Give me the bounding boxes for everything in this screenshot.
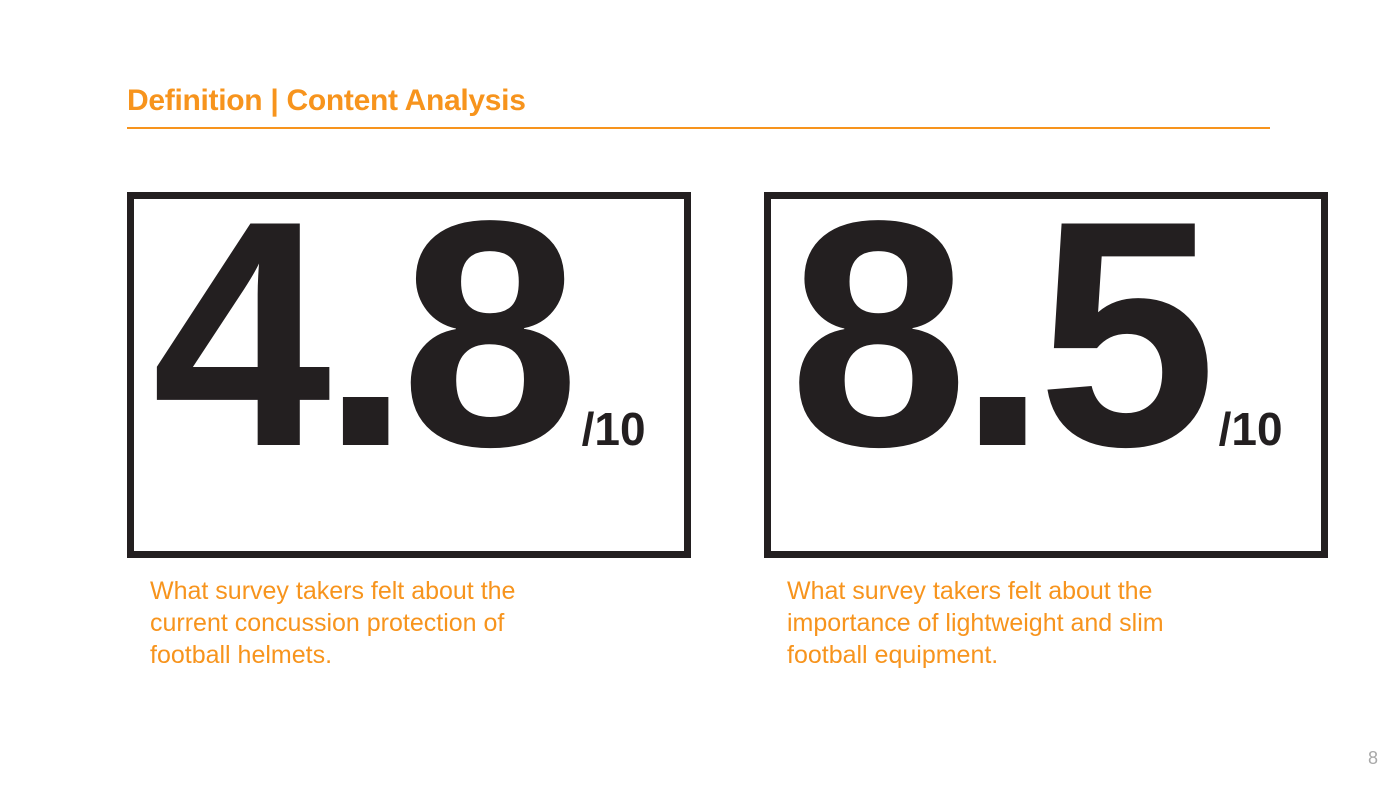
stat-caption: What survey takers felt about the curren…: [150, 577, 516, 669]
score-group: 8.5 /10: [789, 159, 1283, 551]
stat-box-helmet-protection: 4.8 /10: [127, 159, 691, 558]
stat-box-lightweight-equipment: 8.5 /10: [764, 159, 1328, 558]
score-denominator: /10: [581, 403, 646, 455]
score-denominator: /10: [1218, 403, 1283, 455]
score-value: 4.8: [152, 155, 580, 514]
score-group: 4.8 /10: [152, 159, 646, 551]
title-divider: [127, 127, 1270, 129]
score-value: 8.5: [789, 155, 1217, 514]
stat-caption: What survey takers felt about the import…: [787, 577, 1164, 669]
page-number: 8: [1368, 748, 1379, 768]
slide-title: Definition | Content Analysis: [127, 84, 526, 117]
